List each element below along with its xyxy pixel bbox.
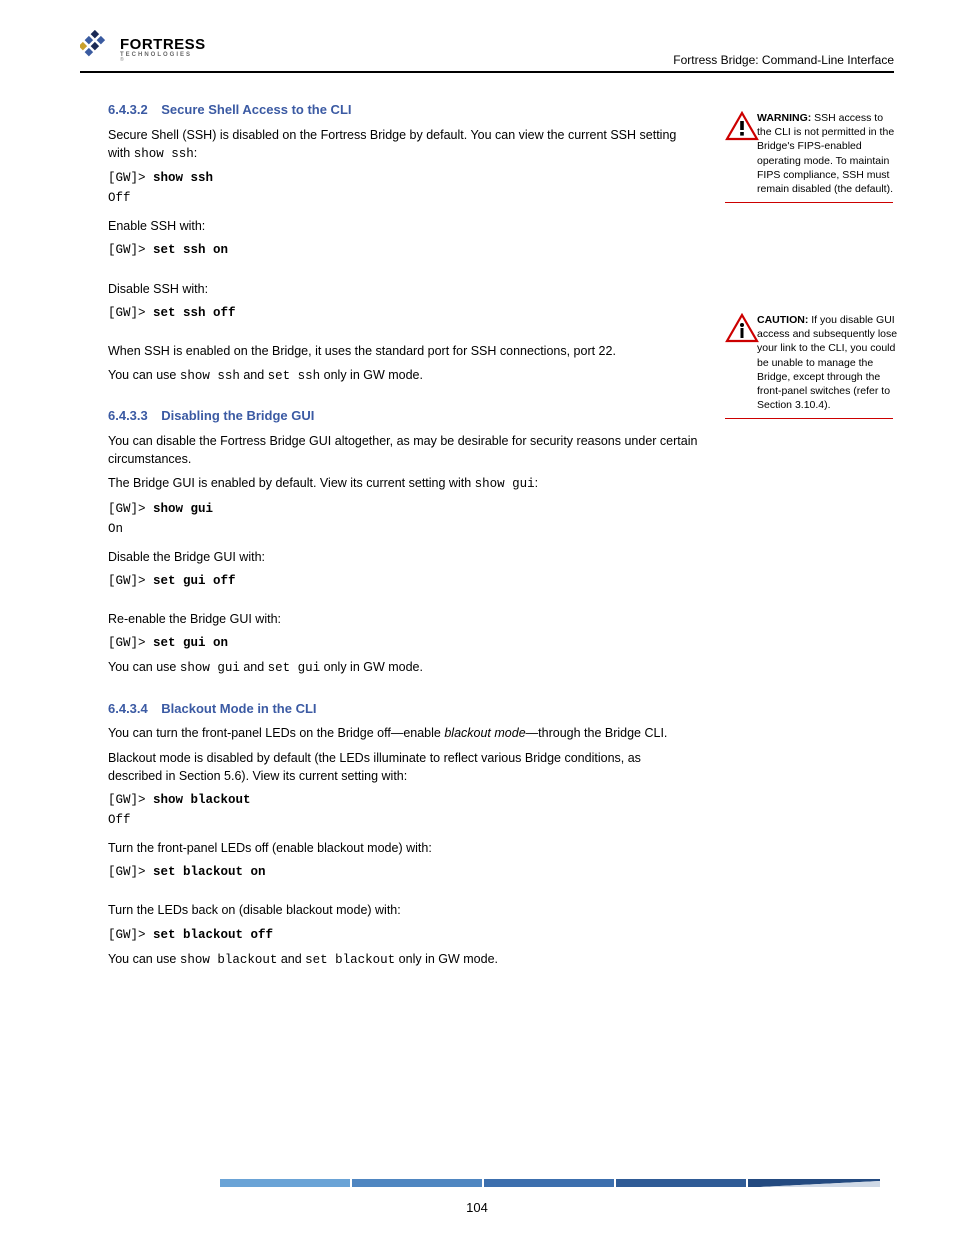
warning-text: WARNING: SSH access to the CLI is not pe…	[757, 111, 900, 196]
cli-output: Off	[108, 811, 698, 829]
side-notes: WARNING: SSH access to the CLI is not pe…	[725, 101, 900, 437]
warning-rule	[725, 202, 893, 203]
paragraph: Turn the front-panel LEDs off (enable bl…	[108, 839, 698, 857]
section-title: Blackout Mode in the CLI	[161, 701, 316, 716]
cli-line: [GW]> set blackout off	[108, 926, 698, 944]
cli-line: [GW]> set gui on	[108, 634, 698, 652]
caution-icon	[725, 313, 759, 348]
paragraph: Secure Shell (SSH) is disabled on the Fo…	[108, 126, 698, 163]
cli-line: [GW]> show ssh	[108, 169, 698, 187]
section-title: Secure Shell Access to the CLI	[161, 102, 351, 117]
paragraph: When SSH is enabled on the Bridge, it us…	[108, 342, 698, 360]
page-number: 104	[0, 1200, 954, 1215]
section-heading: 6.4.3.2 Secure Shell Access to the CLI	[108, 101, 698, 120]
caution-note: CAUTION: If you disable GUI access and s…	[725, 313, 900, 419]
warning-note: WARNING: SSH access to the CLI is not pe…	[725, 111, 900, 203]
footer-bar-icon	[220, 1179, 880, 1187]
cli-line: [GW]> show blackout	[108, 791, 698, 809]
logo-text-main: FORTRESS	[120, 37, 206, 52]
paragraph: Turn the LEDs back on (disable blackout …	[108, 901, 698, 919]
section-heading: 6.4.3.3 Disabling the Bridge GUI	[108, 407, 698, 426]
section-number: 6.4.3.2	[108, 102, 148, 117]
cli-line: [GW]> set ssh off	[108, 304, 698, 322]
logo-mark-icon	[80, 30, 114, 69]
paragraph: You can turn the front-panel LEDs on the…	[108, 724, 698, 742]
logo: FORTRESS TECHNOLOGIES ®	[80, 30, 206, 69]
cli-output: On	[108, 520, 698, 538]
cli-line: [GW]> set gui off	[108, 572, 698, 590]
paragraph: You can use show ssh and set ssh only in…	[108, 366, 698, 385]
paragraph: Disable the Bridge GUI with:	[108, 548, 698, 566]
paragraph: The Bridge GUI is enabled by default. Vi…	[108, 474, 698, 493]
main-content: 6.4.3.2 Secure Shell Access to the CLI S…	[108, 101, 698, 969]
cli-line: [GW]> show gui	[108, 500, 698, 518]
section-number: 6.4.3.4	[108, 701, 148, 716]
doc-title: Fortress Bridge: Command-Line Interface	[673, 53, 894, 67]
caution-text: CAUTION: If you disable GUI access and s…	[757, 313, 900, 412]
cli-line: [GW]> set blackout on	[108, 863, 698, 881]
cli-output: Off	[108, 189, 698, 207]
warning-icon	[725, 111, 759, 146]
paragraph: You can use show blackout and set blacko…	[108, 950, 698, 969]
paragraph: Disable SSH with:	[108, 280, 698, 298]
paragraph: Enable SSH with:	[108, 217, 698, 235]
paragraph: You can use show gui and set gui only in…	[108, 658, 698, 677]
page-header: FORTRESS TECHNOLOGIES ® Fortress Bridge:…	[80, 30, 894, 73]
cli-line: [GW]> set ssh on	[108, 241, 698, 259]
warning-rule	[725, 418, 893, 419]
paragraph: Re-enable the Bridge GUI with:	[108, 610, 698, 628]
section-title: Disabling the Bridge GUI	[161, 408, 314, 423]
paragraph: Blackout mode is disabled by default (th…	[108, 749, 698, 785]
section-heading: 6.4.3.4 Blackout Mode in the CLI	[108, 700, 698, 719]
paragraph: You can disable the Fortress Bridge GUI …	[108, 432, 698, 468]
section-number: 6.4.3.3	[108, 408, 148, 423]
